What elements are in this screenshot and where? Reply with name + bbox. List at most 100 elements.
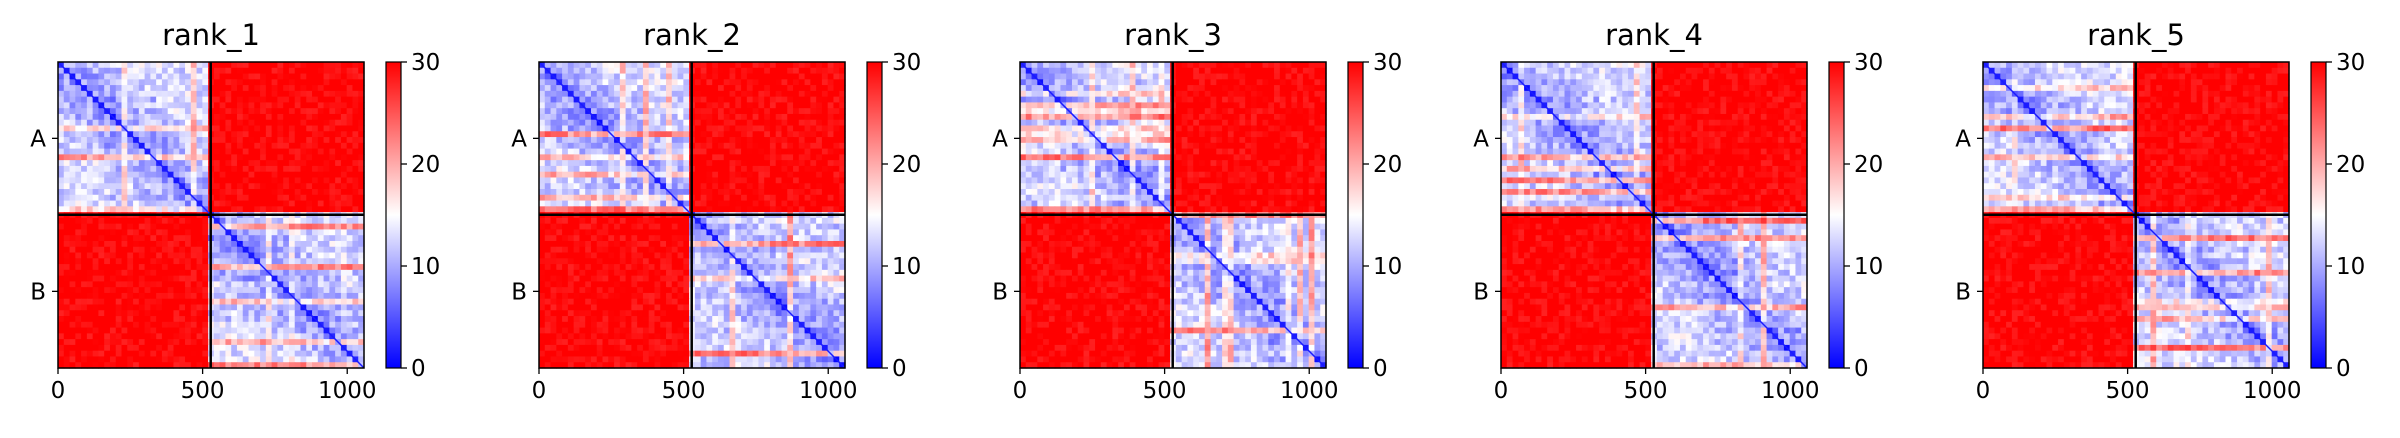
- heatmap-cell: [695, 79, 701, 85]
- heatmap-cell: [568, 62, 574, 68]
- heatmap-cell: [822, 74, 828, 80]
- heatmap-cell: [185, 206, 191, 212]
- heatmap-cell: [666, 85, 672, 91]
- heatmap-cell: [260, 131, 266, 137]
- heatmap-cell: [822, 126, 828, 132]
- heatmap-cell: [730, 143, 736, 149]
- heatmap-cell: [254, 126, 260, 132]
- heatmap-cell: [539, 281, 545, 287]
- heatmap-cell: [335, 276, 341, 282]
- heatmap-cell: [787, 253, 793, 259]
- heatmap-cell: [649, 229, 655, 235]
- heatmap-cell: [312, 108, 318, 114]
- heatmap-cell: [701, 154, 707, 160]
- heatmap-cell: [574, 264, 580, 270]
- heatmap-cell: [191, 108, 197, 114]
- heatmap-cell: [75, 120, 81, 126]
- heatmap-cell: [168, 299, 174, 305]
- heatmap-cell: [608, 120, 614, 126]
- heatmap-cell: [643, 218, 649, 224]
- heatmap-cell: [162, 241, 168, 247]
- heatmap-cell: [150, 253, 156, 259]
- heatmap-cell: [695, 229, 701, 235]
- heatmap-cell: [145, 316, 151, 322]
- heatmap-cell: [168, 154, 174, 160]
- heatmap-cell: [776, 247, 782, 253]
- heatmap-cell: [793, 258, 799, 264]
- heatmap-cell: [706, 235, 712, 241]
- heatmap-cell: [579, 281, 585, 287]
- heatmap-cell: [93, 270, 99, 276]
- heatmap-cell: [260, 224, 266, 230]
- heatmap-cell: [139, 183, 145, 189]
- heatmap-cell: [260, 293, 266, 299]
- heatmap-cell: [735, 74, 741, 80]
- heatmap-cell: [352, 299, 358, 305]
- heatmap-cell: [197, 276, 203, 282]
- heatmap-cell: [828, 102, 834, 108]
- heatmap-cell: [347, 74, 353, 80]
- heatmap-cell: [70, 177, 76, 183]
- heatmap-cell: [260, 339, 266, 345]
- heatmap-cell: [75, 345, 81, 351]
- heatmap-cell: [260, 356, 266, 362]
- heatmap-cell: [283, 356, 289, 362]
- heatmap-cell: [672, 258, 678, 264]
- heatmap-cell: [787, 189, 793, 195]
- heatmap-cell: [312, 224, 318, 230]
- heatmap-cell: [300, 154, 306, 160]
- heatmap-cell: [202, 201, 208, 207]
- heatmap-cell: [116, 102, 122, 108]
- heatmap-cell: [116, 351, 122, 357]
- heatmap-cell: [324, 299, 330, 305]
- heatmap-cell: [283, 120, 289, 126]
- heatmap-cell: [75, 351, 81, 357]
- heatmap-cell: [87, 258, 93, 264]
- heatmap-cell: [551, 108, 557, 114]
- heatmap-cell: [764, 276, 770, 282]
- heatmap-cell: [277, 316, 283, 322]
- heatmap-cell: [75, 264, 81, 270]
- heatmap-cell: [104, 328, 110, 334]
- heatmap-cell: [202, 304, 208, 310]
- heatmap-cell: [139, 62, 145, 68]
- heatmap-cell: [347, 281, 353, 287]
- heatmap-cell: [220, 166, 226, 172]
- heatmap-cell: [649, 102, 655, 108]
- heatmap-cell: [283, 97, 289, 103]
- heatmap-cell: [306, 85, 312, 91]
- heatmap-cell: [539, 229, 545, 235]
- heatmap-cell: [706, 258, 712, 264]
- heatmap-cell: [318, 299, 324, 305]
- heatmap-cell: [75, 339, 81, 345]
- heatmap-cell: [706, 154, 712, 160]
- heatmap-cell: [695, 97, 701, 103]
- heatmap-cell: [283, 229, 289, 235]
- heatmap-cell: [591, 247, 597, 253]
- heatmap-cell: [579, 247, 585, 253]
- heatmap-cell: [110, 183, 116, 189]
- heatmap-cell: [608, 195, 614, 201]
- heatmap-cell: [243, 356, 249, 362]
- heatmap-cell: [156, 247, 162, 253]
- heatmap-cell: [191, 339, 197, 345]
- heatmap-cell: [179, 166, 185, 172]
- heatmap-cell: [579, 235, 585, 241]
- heatmap-cell: [758, 79, 764, 85]
- heatmap-cell: [816, 281, 822, 287]
- heatmap-cell: [64, 276, 70, 282]
- heatmap-cell: [312, 189, 318, 195]
- heatmap-cell: [150, 345, 156, 351]
- heatmap-cell: [266, 137, 272, 143]
- heatmap-cell: [741, 235, 747, 241]
- heatmap-cell: [539, 154, 545, 160]
- heatmap-cell: [318, 235, 324, 241]
- heatmap-cell: [753, 108, 759, 114]
- heatmap-cell: [764, 253, 770, 259]
- heatmap-cell: [805, 154, 811, 160]
- heatmap-cell: [133, 160, 139, 166]
- heatmap-cell: [87, 316, 93, 322]
- heatmap-cell: [191, 258, 197, 264]
- heatmap-cell: [266, 235, 272, 241]
- heatmap-cell: [254, 224, 260, 230]
